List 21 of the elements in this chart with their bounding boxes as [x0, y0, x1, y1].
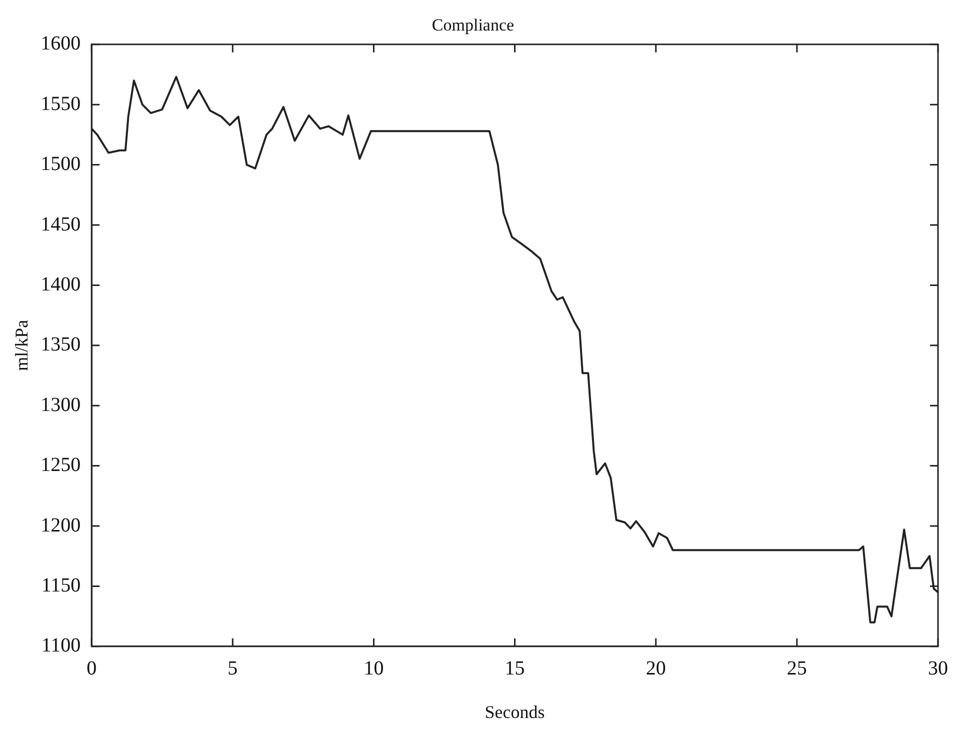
y-tick-label: 1300 — [40, 394, 81, 416]
y-tick-label: 1200 — [40, 514, 81, 536]
y-tick-label: 1100 — [41, 634, 81, 657]
x-tick-label: 0 — [86, 658, 97, 680]
x-tick-label: 20 — [646, 658, 666, 680]
y-tick-label: 1150 — [41, 574, 81, 596]
x-tick-label: 25 — [786, 658, 807, 680]
y-tick-label: 1400 — [40, 273, 81, 296]
x-tick-label: 10 — [364, 658, 384, 680]
y-tick-label: 1500 — [40, 153, 81, 176]
y-axis-title: ml/kPa — [12, 320, 32, 371]
y-tick-label: 1450 — [40, 213, 81, 236]
x-tick-label: 15 — [504, 658, 525, 680]
chart-title: Compliance — [432, 16, 514, 35]
x-axis-title: Seconds — [484, 702, 545, 722]
x-tick-label: 30 — [928, 658, 948, 680]
y-tick-label: 1250 — [40, 454, 81, 476]
y-tick-label: 1350 — [40, 334, 81, 356]
x-tick-label: 5 — [228, 658, 238, 680]
y-tick-label: 1600 — [40, 32, 81, 55]
y-tick-label: 1550 — [40, 92, 81, 115]
